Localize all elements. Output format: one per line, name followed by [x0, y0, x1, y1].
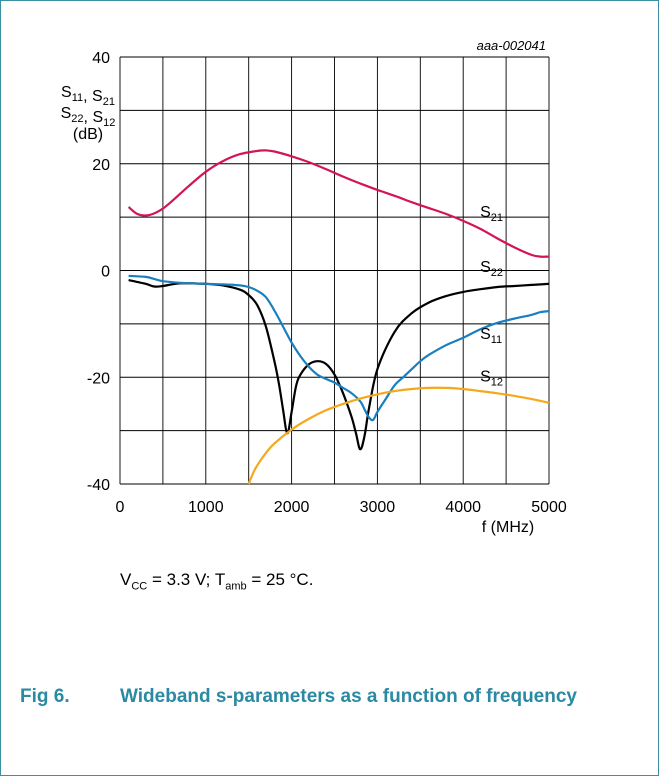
chart-series: [127, 149, 550, 485]
curve-label-s21: S21: [480, 204, 503, 224]
conditions-note: VCC = 3.3 V; Tamb = 25 °C.: [120, 570, 314, 593]
chart-ticks: 0 1000 2000 3000 4000 5000 40 20 0 -20 -40: [87, 50, 567, 516]
x-tick-label: 3000: [360, 499, 396, 516]
x-tick-label: 4000: [445, 499, 481, 516]
figure-number: Fig 6.: [20, 686, 70, 707]
y-tick-label: -40: [87, 477, 110, 494]
x-axis-label: f (MHz): [482, 519, 534, 536]
series-s21-line: [127, 149, 550, 258]
x-tick-label: 1000: [188, 499, 224, 516]
x-tick-label: 5000: [531, 499, 567, 516]
curve-label-s11: S11: [480, 326, 502, 346]
x-tick-label: 0: [116, 499, 125, 516]
y-axis-label-line: (dB): [73, 126, 103, 143]
series-s22-line: [128, 279, 550, 451]
y-tick-label: 20: [92, 157, 110, 174]
curve-labels: S21 S22 S11 S12: [480, 204, 503, 388]
y-axis-label-line: S22, S12: [61, 105, 116, 129]
doc-id: aaa-002041: [477, 38, 546, 53]
curve-label-s12: S12: [480, 369, 503, 389]
series-s11-line: [128, 274, 550, 422]
y-tick-label: 40: [92, 50, 110, 67]
series-s12-line: [247, 386, 550, 485]
y-axis-label-line: S11, S21: [61, 84, 115, 108]
y-tick-label: -20: [87, 370, 110, 387]
figure-title: Wideband s-parameters as a function of f…: [120, 686, 577, 707]
chart-grid: [119, 56, 550, 485]
y-tick-label: 0: [101, 264, 110, 281]
x-tick-label: 2000: [274, 499, 310, 516]
curve-label-s22: S22: [480, 259, 503, 279]
